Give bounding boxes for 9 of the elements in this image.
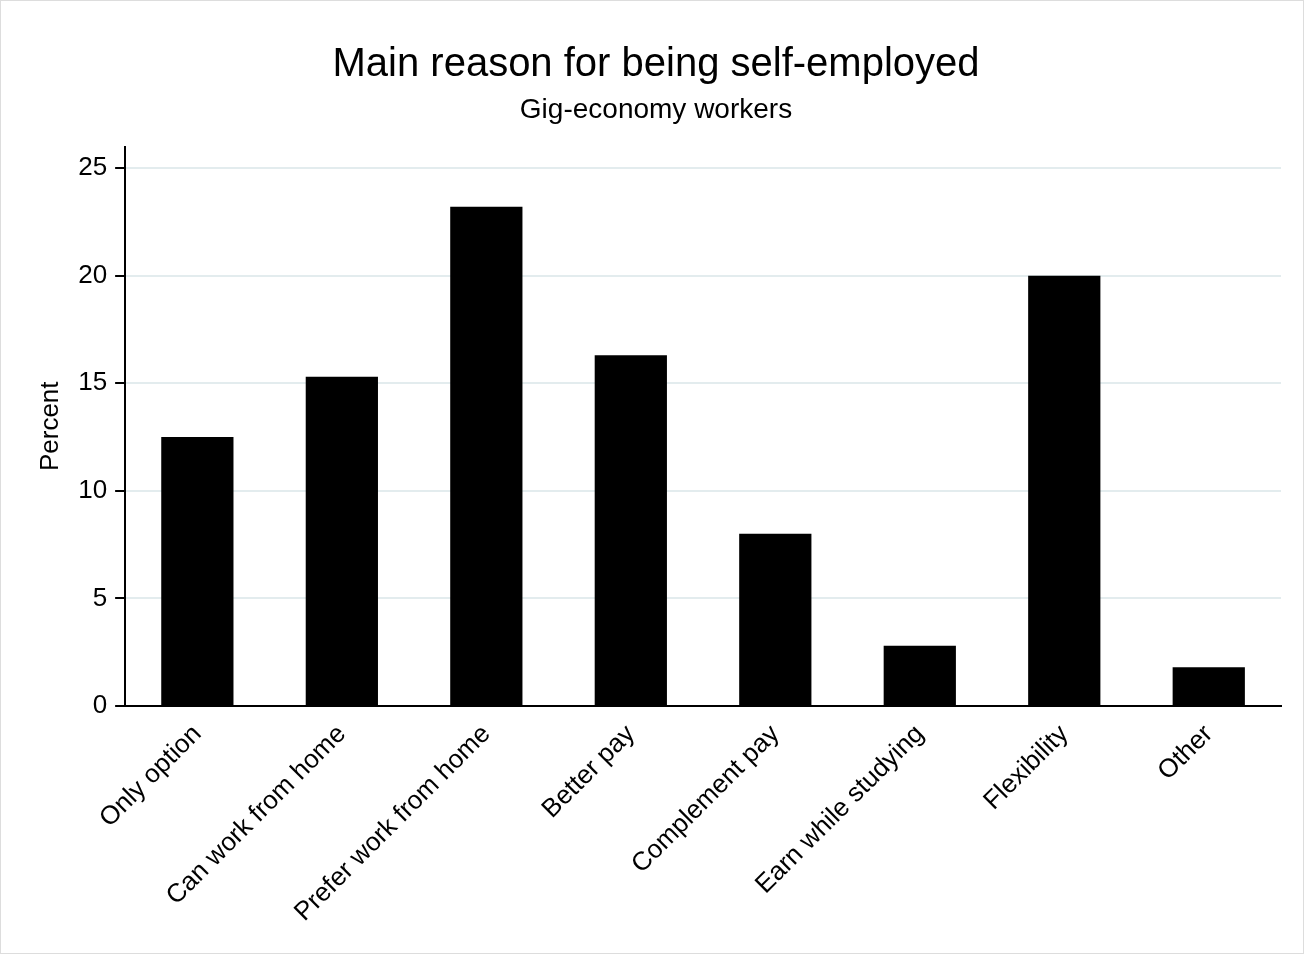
- y-tick-label: 15: [78, 366, 108, 397]
- y-tick-label: 25: [78, 151, 108, 182]
- y-tick-label: 5: [92, 581, 108, 612]
- chart-subtitle: Gig-economy workers: [519, 92, 793, 124]
- y-tick-label: 0: [92, 689, 108, 720]
- chart-title: Main reason for being self-employed: [332, 40, 980, 85]
- y-tick-label: 20: [78, 258, 108, 289]
- y-axis-title: Percent: [33, 380, 64, 472]
- y-tick-label: 10: [78, 474, 108, 504]
